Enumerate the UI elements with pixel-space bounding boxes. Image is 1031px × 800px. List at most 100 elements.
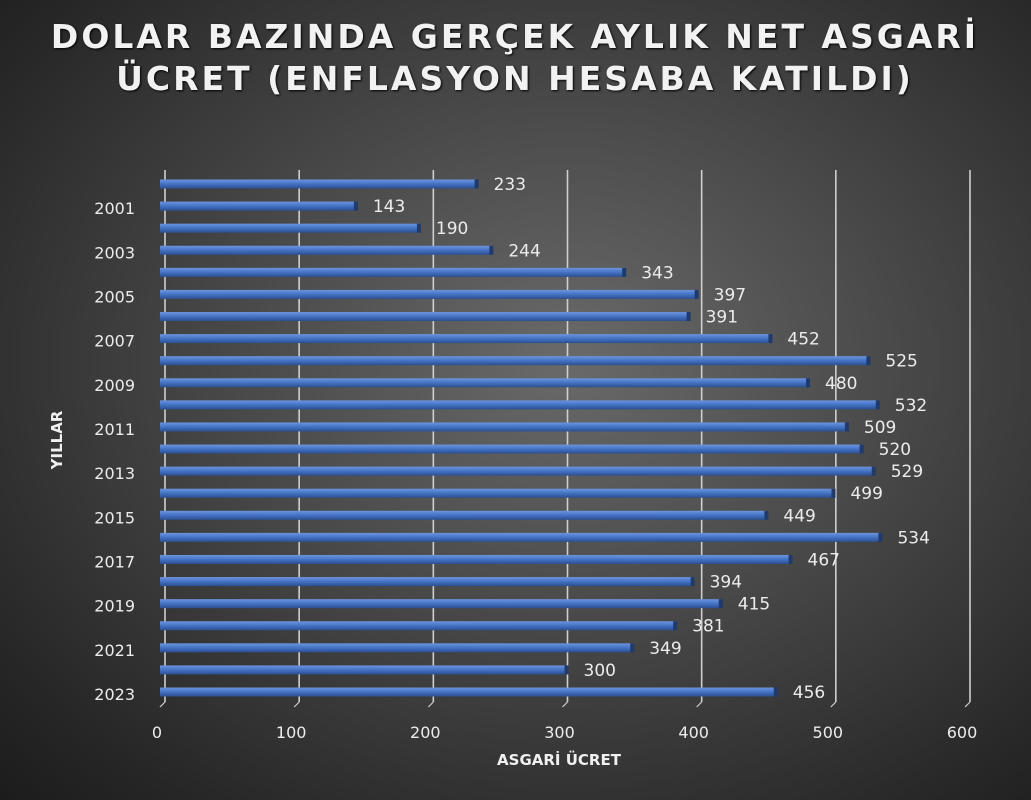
data-label: 143 bbox=[373, 197, 405, 217]
bar-end-cap bbox=[694, 289, 699, 299]
bar bbox=[160, 444, 863, 454]
data-label: 529 bbox=[891, 462, 923, 482]
bar bbox=[160, 179, 478, 189]
y-tick-label: 2003 bbox=[94, 243, 135, 262]
data-label: 449 bbox=[783, 506, 815, 526]
bar-end-cap bbox=[788, 554, 793, 564]
gridline-foot bbox=[830, 701, 837, 708]
data-label: 244 bbox=[508, 241, 540, 261]
bar bbox=[160, 643, 634, 653]
bar bbox=[160, 621, 677, 631]
gridline-foot bbox=[562, 701, 568, 708]
bar bbox=[160, 267, 626, 277]
data-label: 525 bbox=[885, 352, 917, 372]
y-tick-label: 2015 bbox=[94, 508, 135, 527]
bar-end-cap bbox=[773, 687, 778, 697]
bar bbox=[160, 356, 870, 366]
x-tick-label: 300 bbox=[544, 723, 575, 742]
bar-end-cap bbox=[416, 223, 421, 233]
bar bbox=[160, 510, 768, 520]
bar-end-cap bbox=[718, 599, 723, 609]
bar-end-cap bbox=[622, 267, 627, 277]
data-label: 190 bbox=[436, 219, 468, 239]
gridline-foot bbox=[293, 701, 300, 708]
bar-end-cap bbox=[831, 488, 836, 498]
gridline-foot bbox=[964, 701, 971, 708]
bar-end-cap bbox=[564, 665, 569, 675]
bar-end-cap bbox=[489, 245, 494, 255]
data-label: 233 bbox=[494, 175, 526, 195]
y-tick-label: 2001 bbox=[94, 199, 135, 218]
data-label: 520 bbox=[879, 440, 911, 460]
data-label: 509 bbox=[864, 418, 896, 438]
bar-end-cap bbox=[878, 532, 883, 542]
gridline-foot bbox=[159, 701, 166, 708]
y-tick-label: 2021 bbox=[94, 641, 135, 660]
y-axis-label: YILLAR bbox=[48, 410, 66, 470]
bar-end-cap bbox=[686, 312, 691, 322]
bar bbox=[160, 554, 792, 564]
data-label: 467 bbox=[808, 550, 840, 570]
x-tick-label: 200 bbox=[410, 723, 441, 742]
bar-end-cap bbox=[866, 356, 871, 366]
data-label: 456 bbox=[793, 683, 825, 703]
bar-end-cap bbox=[768, 334, 773, 344]
y-tick-label: 2023 bbox=[94, 685, 135, 704]
bar bbox=[160, 665, 568, 675]
data-label: 480 bbox=[825, 374, 857, 394]
bar-end-cap bbox=[806, 378, 810, 388]
data-label: 532 bbox=[895, 396, 927, 416]
bar-end-cap bbox=[859, 444, 864, 454]
bar bbox=[160, 687, 777, 697]
bar bbox=[160, 245, 493, 255]
bar bbox=[160, 532, 882, 542]
data-label: 394 bbox=[710, 573, 742, 593]
bar-end-cap bbox=[844, 422, 849, 432]
bar bbox=[160, 312, 690, 322]
bar bbox=[160, 223, 420, 233]
chart-title: DOLAR BAZINDA GERÇEK AYLIK NET ASGARİ ÜC… bbox=[50, 17, 980, 98]
data-label: 415 bbox=[738, 595, 770, 615]
bar bbox=[160, 400, 879, 410]
bar bbox=[160, 599, 722, 609]
x-tick-label: 100 bbox=[276, 723, 307, 742]
y-tick-label: 2009 bbox=[94, 376, 135, 395]
y-tick-label: 2005 bbox=[94, 287, 135, 306]
bar-end-cap bbox=[474, 179, 479, 189]
data-label: 381 bbox=[692, 617, 724, 637]
x-axis-label: ASGARİ ÜCRET bbox=[497, 750, 622, 769]
bar-end-cap bbox=[673, 621, 678, 631]
bar-end-cap bbox=[871, 466, 876, 476]
x-tick-label: 500 bbox=[813, 723, 844, 742]
bar bbox=[160, 466, 875, 476]
data-label: 349 bbox=[649, 639, 681, 659]
gridline-foot bbox=[696, 701, 703, 708]
data-label: 343 bbox=[641, 263, 673, 283]
bar bbox=[160, 334, 772, 344]
bar bbox=[160, 577, 694, 587]
bar bbox=[160, 201, 357, 211]
data-label: 391 bbox=[706, 308, 738, 328]
y-tick-label: 2019 bbox=[94, 597, 135, 616]
x-tick-label: 400 bbox=[678, 723, 709, 742]
bar-end-cap bbox=[764, 510, 769, 520]
bar-end-cap bbox=[690, 577, 695, 587]
bar bbox=[160, 289, 698, 299]
bar-end-cap bbox=[353, 201, 358, 211]
bar bbox=[160, 488, 835, 498]
data-label: 300 bbox=[584, 661, 616, 681]
bar bbox=[160, 378, 809, 388]
x-tick-label: 0 bbox=[152, 723, 162, 742]
bar bbox=[160, 422, 848, 432]
gridline-foot bbox=[427, 701, 434, 708]
x-tick-label: 600 bbox=[947, 723, 978, 742]
y-tick-label: 2011 bbox=[94, 420, 135, 439]
data-label: 534 bbox=[897, 528, 929, 548]
y-tick-label: 2017 bbox=[94, 552, 135, 571]
data-label: 397 bbox=[714, 285, 746, 305]
data-label: 452 bbox=[787, 330, 819, 350]
data-label: 499 bbox=[850, 484, 882, 504]
bar-end-cap bbox=[875, 400, 880, 410]
bar-end-cap bbox=[630, 643, 635, 653]
